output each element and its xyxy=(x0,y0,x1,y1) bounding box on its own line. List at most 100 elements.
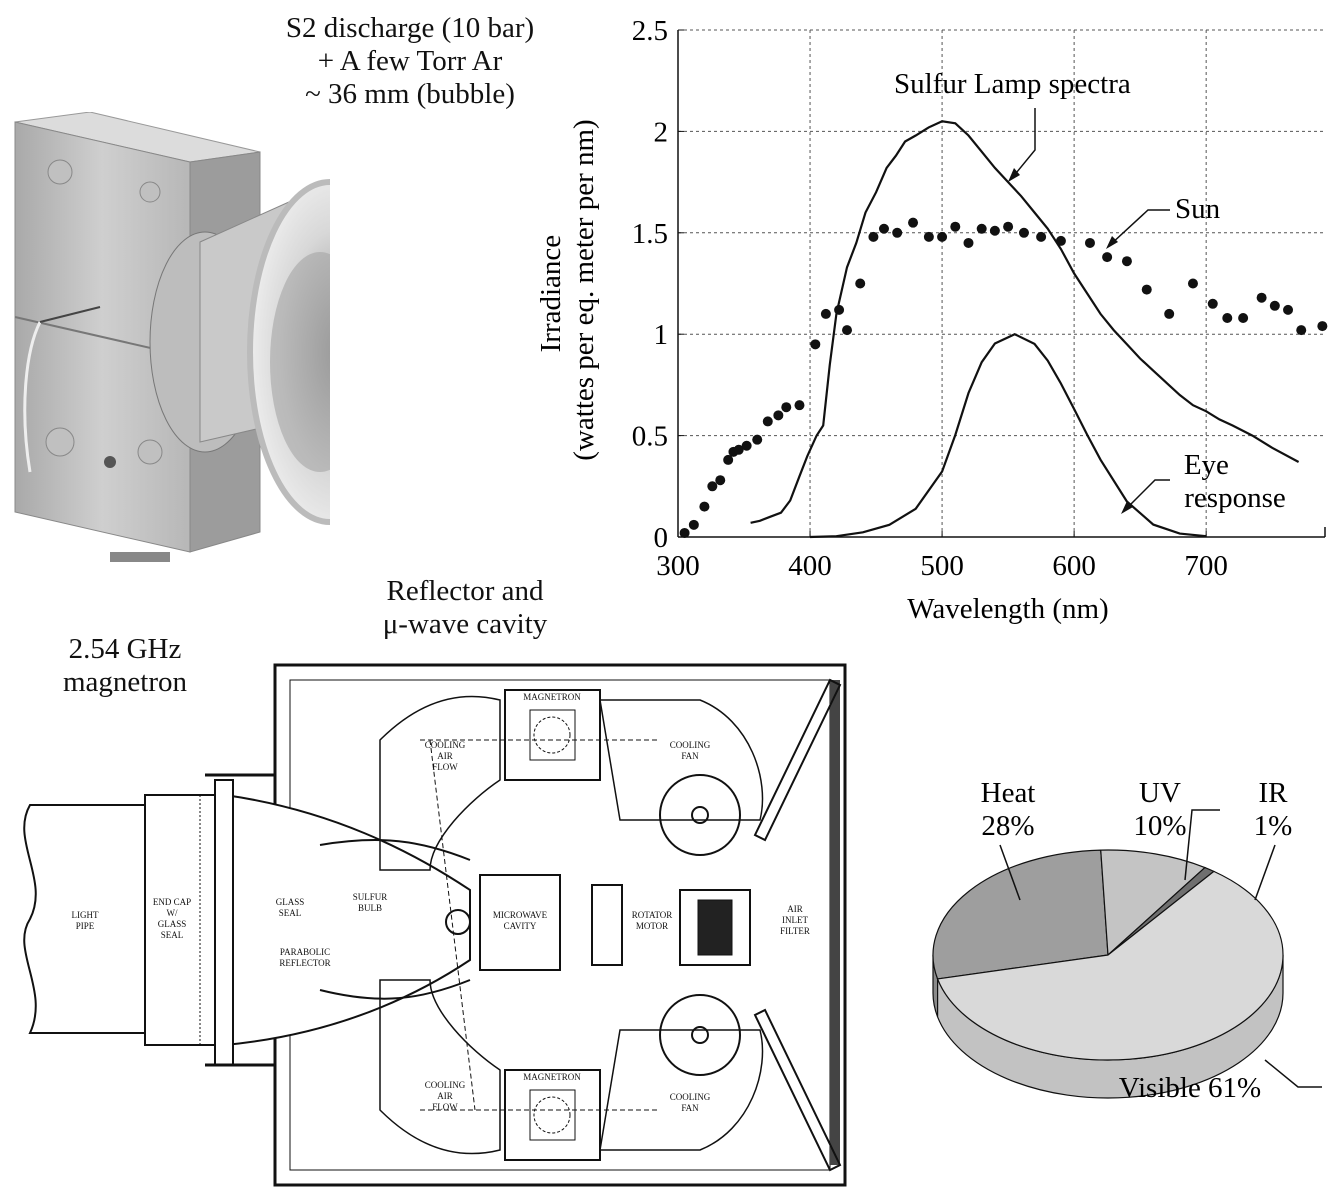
sun-data-point xyxy=(1164,308,1175,319)
sun-data-point xyxy=(878,223,889,234)
pie-label-uv: UV 10% xyxy=(1133,777,1186,842)
pie-leader-visible xyxy=(1264,1059,1322,1088)
chart-axes xyxy=(677,30,1326,538)
magnetron-label-line: magnetron xyxy=(62,666,187,698)
light-pipe-label: LIGHT PIPE xyxy=(72,910,99,931)
sun-data-point xyxy=(820,308,831,319)
energy-pie-chart: Heat 28% UV 10% IR 1% Visible 61% xyxy=(932,777,1322,1104)
sun-data-point xyxy=(1283,304,1294,315)
sun-annotation-leader xyxy=(1109,209,1170,246)
pie-labels: Heat 28% UV 10% IR 1% Visible 61% xyxy=(981,777,1293,1104)
sun-data-point xyxy=(1269,300,1280,311)
pie-slice-uv xyxy=(1100,849,1207,957)
sun-data-point xyxy=(892,227,903,238)
sun-data-point xyxy=(810,339,821,350)
sun-data-point xyxy=(868,231,879,242)
photo-caption-line: + A few Torr Ar xyxy=(317,45,503,77)
sun-data-point xyxy=(752,434,763,445)
eye-annotation-arrowhead xyxy=(1121,501,1133,514)
y-axis-label-line: (wattes per eq. meter per nm) xyxy=(568,119,600,460)
sun-data-point xyxy=(1207,298,1218,309)
sun-data-point xyxy=(1222,312,1233,323)
pie-leaders xyxy=(999,809,1322,1088)
sun-data-point xyxy=(1296,325,1307,336)
sun-data-point xyxy=(908,217,919,228)
sun-data-point xyxy=(688,519,699,530)
sun-data-point xyxy=(1036,231,1047,242)
chart-grid xyxy=(678,29,1325,537)
y-axis-label: Irradiance (wattes per eq. meter per nm) xyxy=(535,119,600,460)
y-tick-label: 1.5 xyxy=(632,218,668,250)
reflector-label-line: Reflector and xyxy=(386,575,544,607)
pie-slice-heat xyxy=(932,849,1109,980)
sun-data-point xyxy=(781,402,792,413)
y-tick-label: 2 xyxy=(654,116,669,148)
sun-annotation-arrowhead xyxy=(1106,236,1118,249)
sun-data-point xyxy=(834,304,845,315)
x-tick-label: 300 xyxy=(656,550,700,582)
y-tick-label: 2.5 xyxy=(632,15,668,47)
eye-annotation-line: Eye xyxy=(1184,449,1229,481)
sun-data-point xyxy=(1084,237,1095,248)
chart-series-layer xyxy=(679,120,1328,539)
reflector-label-line: μ-wave cavity xyxy=(382,608,548,640)
sun-data-point xyxy=(855,278,866,289)
cooling-fan-top-label: COOLING FAN xyxy=(670,740,711,761)
photo-caption-line: ~ 36 mm (bubble) xyxy=(305,78,515,110)
sun-data-point xyxy=(950,221,961,232)
series-line-0 xyxy=(750,120,1300,524)
pie-leader-heat xyxy=(999,844,1021,901)
x-tick-label: 600 xyxy=(1052,550,1096,582)
y-tick-label: 0.5 xyxy=(632,421,668,453)
cooling-air-bottom-label: COOLING AIR FLOW xyxy=(425,1080,466,1112)
pie-label-visible: Visible 61% xyxy=(1119,1072,1261,1104)
magnetron-top-label: MAGNETRON xyxy=(523,692,581,702)
pie-leader-ir xyxy=(1254,844,1276,901)
sun-data-point xyxy=(1187,278,1198,289)
sun-data-point xyxy=(1121,256,1132,267)
y-tick-label: 1 xyxy=(654,319,669,351)
series-line-2 xyxy=(809,332,1207,539)
cooling-air-top-label: COOLING AIR FLOW xyxy=(425,740,466,772)
sun-data-point xyxy=(1256,292,1267,303)
chart-tick-labels: 300 400 500 600 700 0 0.5 1 1.5 2 2.5 xyxy=(632,15,1228,582)
sun-data-point xyxy=(699,501,710,512)
sun-data-point xyxy=(1238,312,1249,323)
sun-data-point xyxy=(773,410,784,421)
pie-label-ir: IR 1% xyxy=(1254,777,1293,842)
sulfur-bulb-label: SULFUR BULB xyxy=(353,892,388,913)
x-tick-label: 500 xyxy=(920,550,964,582)
sun-data-point xyxy=(937,231,948,242)
microwave-cavity-label: MICROWAVE CAVITY xyxy=(493,910,548,931)
sun-data-point xyxy=(1141,284,1152,295)
sun-data-point xyxy=(715,475,726,486)
sulfur-lamp-photo xyxy=(0,112,330,582)
y-tick-label: 0 xyxy=(654,522,669,554)
sun-data-point xyxy=(1003,221,1014,232)
eye-annotation-leader xyxy=(1124,479,1170,511)
sun-data-point xyxy=(1018,227,1029,238)
x-axis-label: Wavelength (nm) xyxy=(907,593,1108,625)
magnetron-label: 2.54 GHz magnetron xyxy=(20,633,230,699)
sun-data-point xyxy=(762,416,773,427)
eye-annotation-line: response xyxy=(1184,482,1285,514)
sun-data-point xyxy=(963,237,974,248)
sun-data-point xyxy=(1102,252,1113,263)
sun-data-point xyxy=(723,454,734,465)
x-tick-label: 400 xyxy=(788,550,832,582)
sun-data-point xyxy=(842,325,853,336)
sulfur-annotation-leader xyxy=(1011,108,1036,179)
reflector-label: Reflector and μ-wave cavity xyxy=(340,575,590,641)
photo-caption-line: S2 discharge (10 bar) xyxy=(285,12,535,44)
lamp-cutaway-drawing: LIGHT PIPE END CAP W/GLASS SEAL GLASS SEAL S… xyxy=(23,663,847,1187)
pie-slice-visible xyxy=(936,870,1284,1061)
sun-data-point xyxy=(976,223,987,234)
sun-annotation-label: Sun xyxy=(1175,193,1221,225)
end-cap-label: END CAP W/GLASS SEAL xyxy=(153,897,191,940)
sun-data-point xyxy=(741,440,752,451)
sun-data-point xyxy=(923,231,934,242)
y-axis-label-line: Irradiance xyxy=(535,235,567,353)
sun-data-point xyxy=(733,444,744,455)
pie-slices xyxy=(932,849,1284,1099)
parabolic-reflector-label: PARABOLIC REFLECTOR xyxy=(279,947,330,968)
